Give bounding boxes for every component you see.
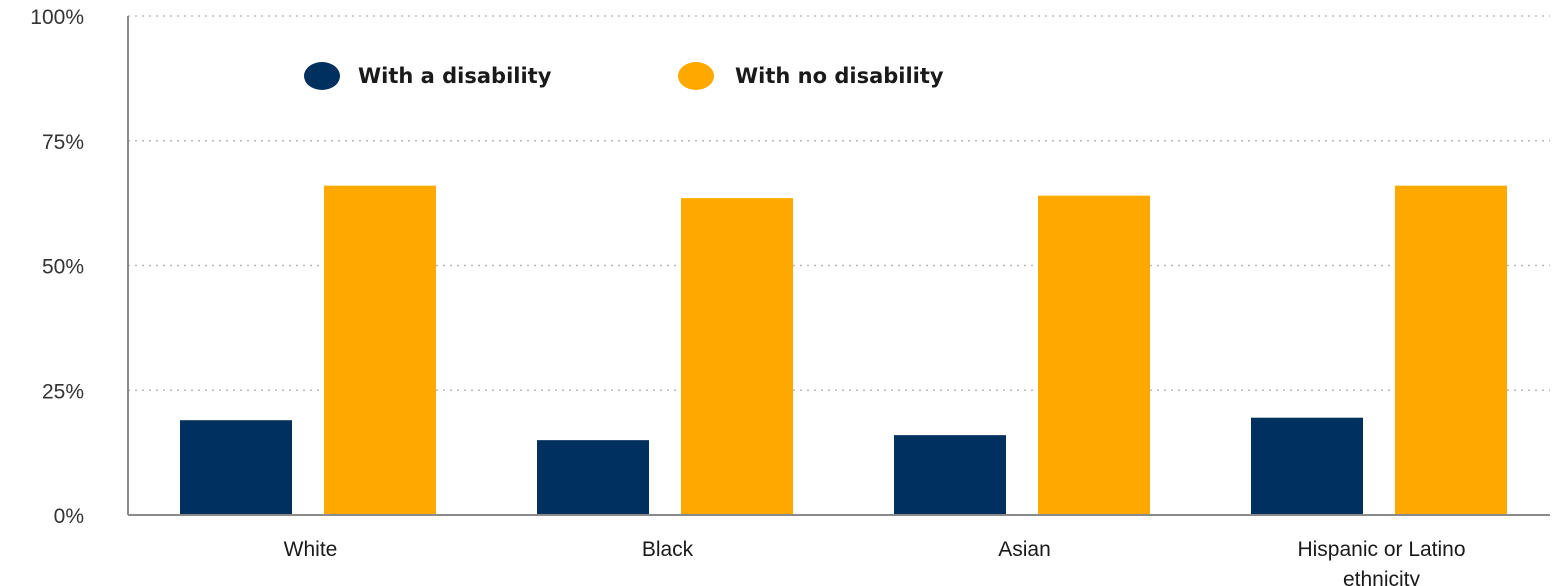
bar-with-disability (1251, 417, 1363, 515)
bar-no-disability (681, 198, 793, 515)
x-category-label: White (284, 538, 338, 561)
x-axis-category-labels: White Black Asian Hispanic or Latino ethnici… (284, 538, 1466, 586)
y-tick-label: 75% (42, 131, 84, 154)
y-tick-label: 100% (30, 6, 84, 29)
legend-label-no-disability: With no disability (735, 64, 944, 88)
x-category-label: Hispanic or Latino ethnicity (1297, 538, 1465, 586)
legend-swatch-with-disability (304, 62, 340, 90)
bar-with-disability (537, 440, 649, 515)
bar-with-disability (180, 420, 292, 515)
bar-with-disability (894, 435, 1006, 515)
x-category-label: Asian (998, 538, 1051, 561)
gridlines (128, 15, 1550, 391)
y-tick-label: 50% (42, 256, 84, 279)
bars (180, 185, 1507, 515)
y-tick-label: 0% (54, 505, 84, 528)
bar-no-disability (324, 185, 436, 515)
x-category-label: Black (642, 538, 694, 561)
legend-label-with-disability: With a disability (358, 64, 552, 88)
legend-swatch-no-disability (678, 62, 714, 90)
bar-no-disability (1395, 185, 1507, 515)
legend: With a disability With no disability (304, 62, 944, 90)
bar-no-disability (1038, 195, 1150, 515)
axes (127, 16, 1550, 516)
y-tick-label: 25% (42, 380, 84, 403)
y-axis-tick-labels: 0% 25% 50% 75% 100% (30, 6, 84, 528)
